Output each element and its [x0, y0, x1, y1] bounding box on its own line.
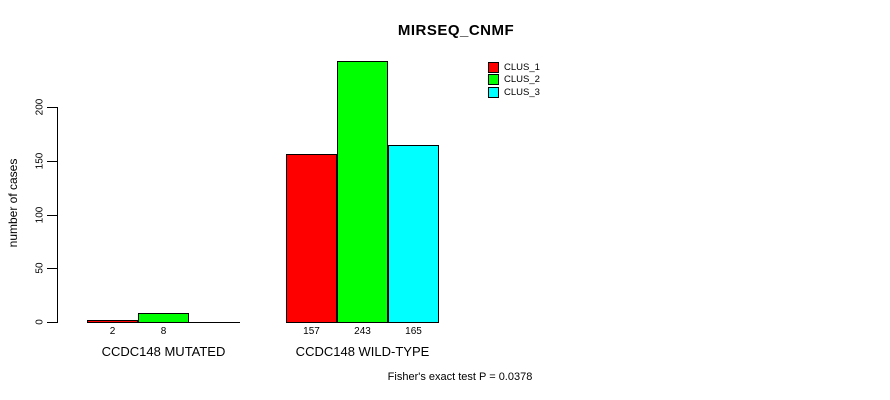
bar-value-label: 243	[354, 326, 371, 337]
category-label: CCDC148 MUTATED	[101, 344, 226, 359]
bar-clus_3-group2	[388, 145, 439, 323]
chart-title: MIRSEQ_CNMF	[397, 22, 515, 39]
legend-label-clus_1: CLUS_1	[504, 62, 540, 73]
annotation-text: Fisher's exact test P = 0.0378	[387, 371, 533, 383]
bar-clus_1-group1	[87, 320, 138, 323]
y-tick-label: 200	[34, 98, 46, 116]
y-tick-mark	[47, 268, 57, 269]
bar-clus_3-group1-zero	[189, 322, 240, 323]
bar-clus_2-group2	[337, 61, 388, 323]
y-tick-mark	[47, 107, 57, 108]
legend-swatch-clus_2	[488, 74, 499, 85]
y-tick-mark	[47, 215, 57, 216]
bar-value-label: 165	[405, 326, 422, 337]
y-tick-label: 100	[34, 206, 46, 224]
bar-value-label: 2	[109, 326, 116, 337]
legend-swatch-clus_1	[488, 62, 499, 73]
y-tick-mark	[47, 322, 57, 323]
legend-label-clus_3: CLUS_3	[504, 87, 540, 98]
legend-label-clus_2: CLUS_2	[504, 74, 540, 85]
category-label: CCDC148 WILD-TYPE	[295, 344, 430, 359]
y-tick-label: 150	[34, 152, 46, 170]
bar-clus_2-group1	[138, 313, 189, 323]
y-axis-title: number of cases	[6, 158, 20, 248]
y-tick-mark	[47, 161, 57, 162]
bar-clus_1-group2	[286, 154, 337, 323]
legend-swatch-clus_3	[488, 87, 499, 98]
bar-value-label: 157	[303, 326, 320, 337]
y-tick-label: 0	[34, 319, 46, 325]
y-tick-label: 50	[34, 262, 46, 274]
bar-value-label: 8	[160, 326, 167, 337]
y-axis-line	[57, 107, 58, 323]
